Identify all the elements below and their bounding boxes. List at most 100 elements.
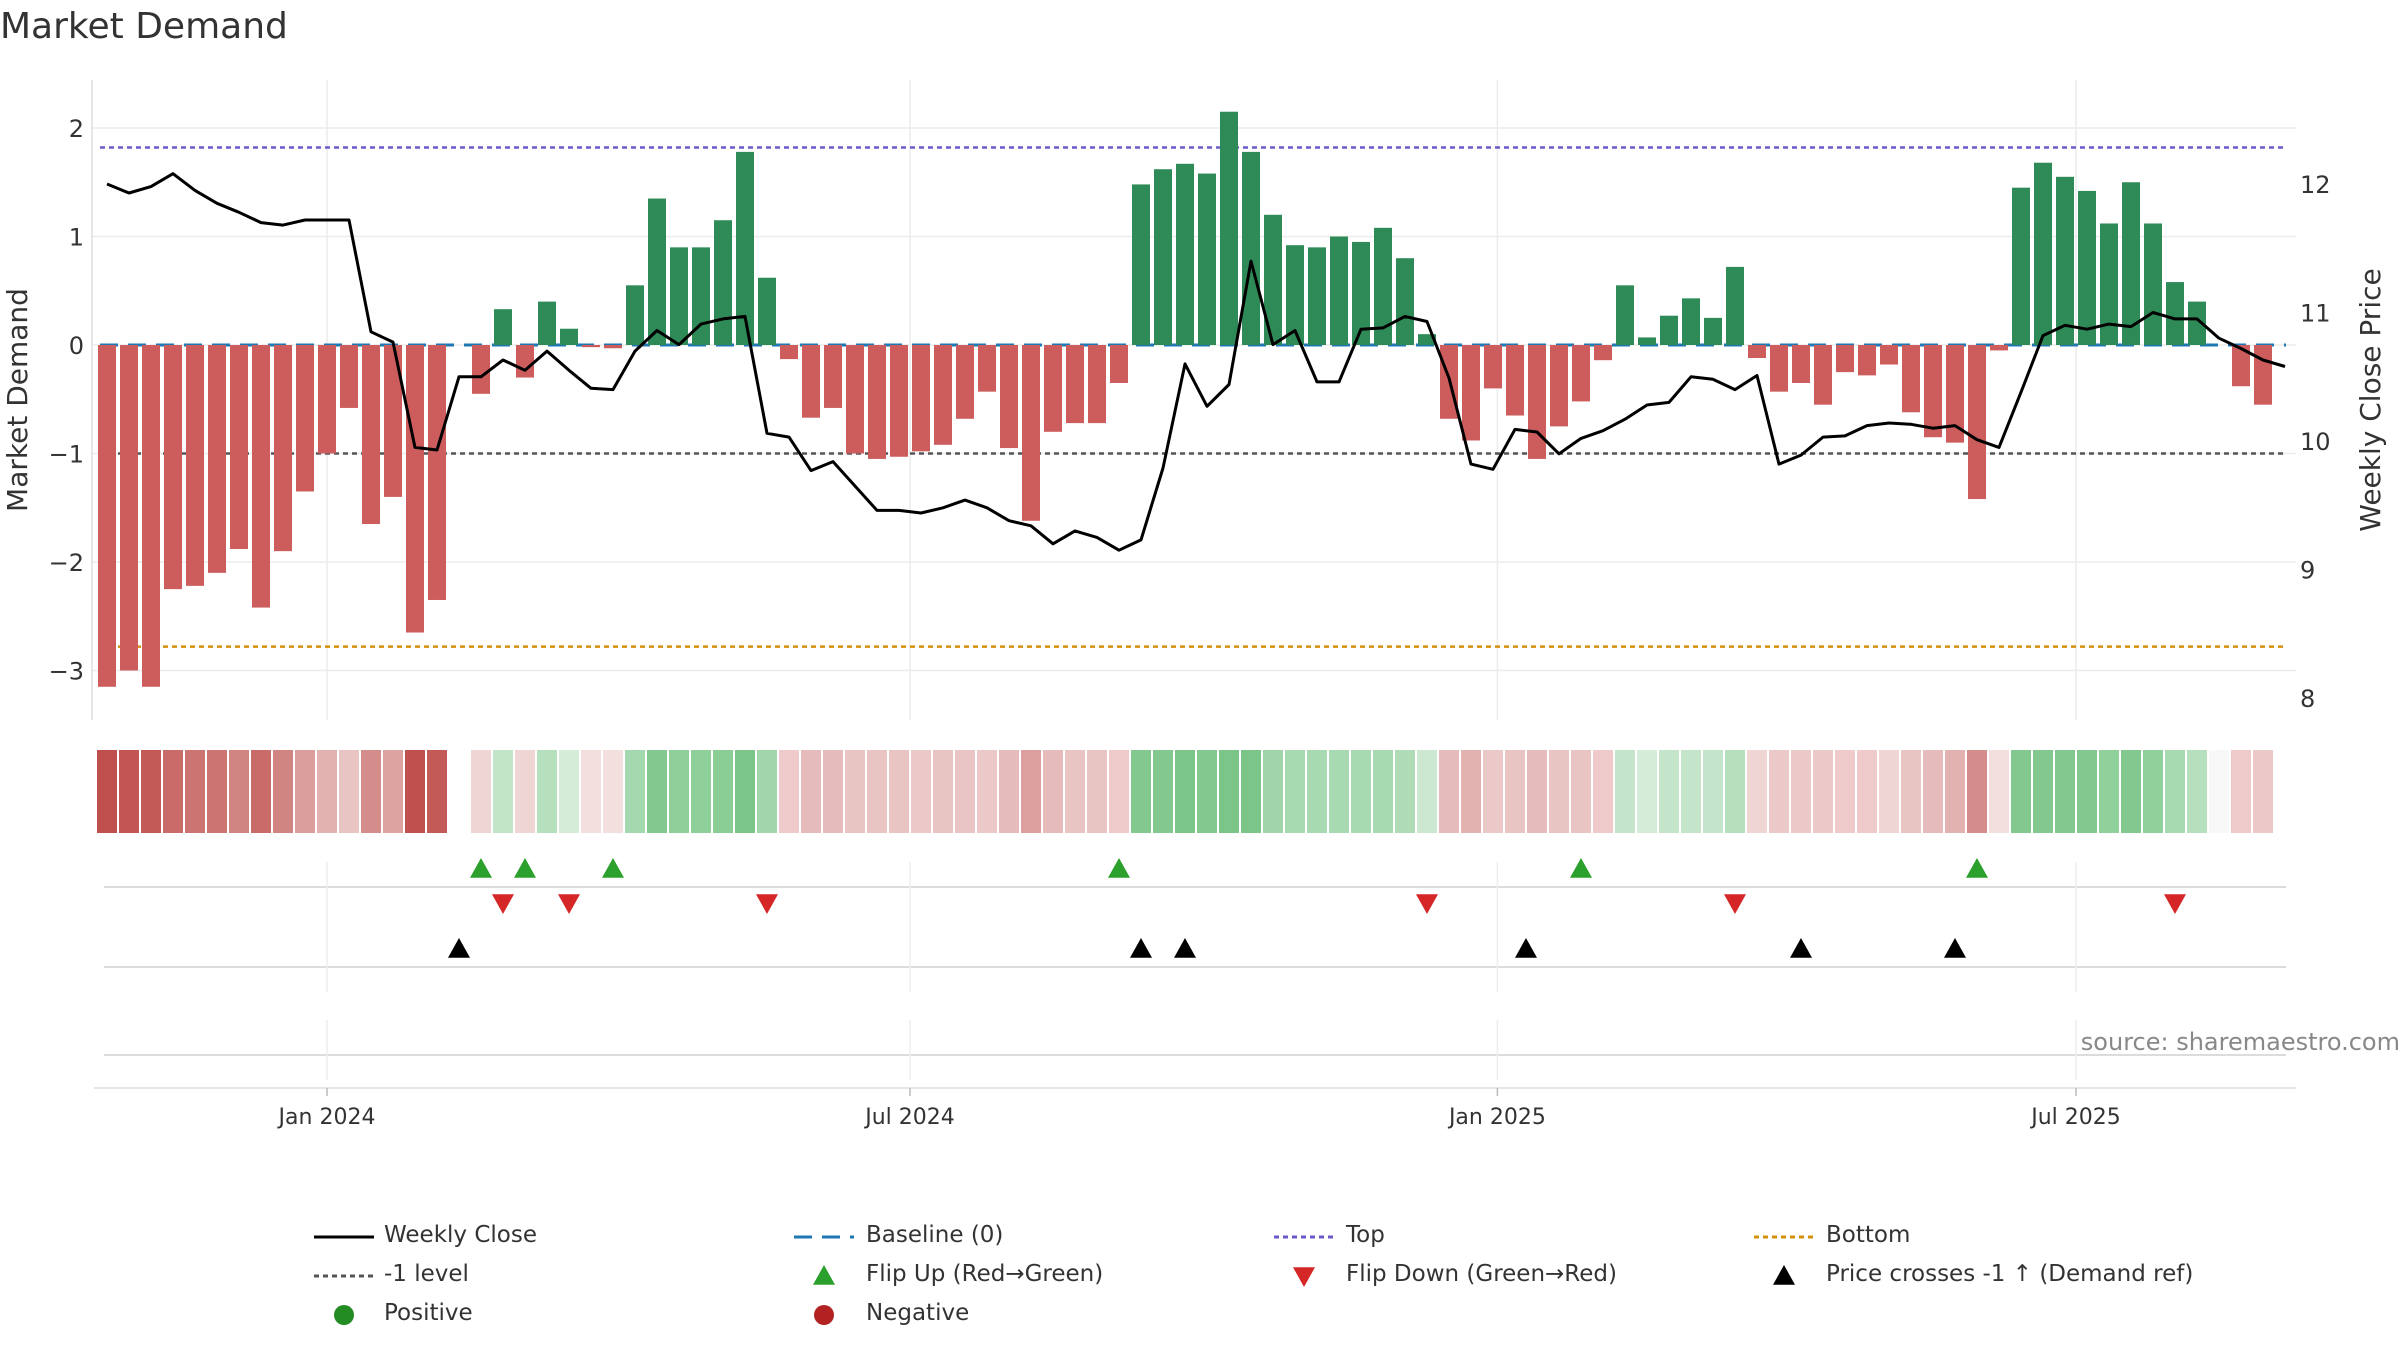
strip-cell-week-39	[955, 750, 975, 833]
strip-cell-week-49	[1175, 750, 1195, 833]
strip-cell-week-48	[1153, 750, 1173, 833]
bar-week-80	[1858, 345, 1876, 376]
strip-cell-week-93	[2143, 750, 2163, 833]
strip-cell-week-12	[361, 750, 381, 833]
bar-week-13	[384, 345, 402, 497]
grid-lines	[91, 80, 2296, 1089]
bar-week-26	[670, 247, 688, 345]
strip-cell-week-41	[999, 750, 1019, 833]
bar-week-25	[648, 198, 666, 345]
bar-week-66	[1550, 345, 1568, 427]
strip-cell-week-89	[2055, 750, 2075, 833]
legend-icon-circle	[334, 1305, 354, 1325]
strip-cell-week-13	[383, 750, 403, 833]
price-cross-marker	[1944, 938, 1966, 958]
bar-week-28	[714, 220, 732, 345]
bar-week-35	[868, 345, 886, 459]
strip-cell-week-23	[603, 750, 623, 833]
flip-up-marker	[470, 858, 492, 878]
bar-week-7	[252, 345, 270, 608]
strip-cell-week-98	[2253, 750, 2273, 833]
y-tick-label: −1	[49, 441, 84, 469]
bar-week-64	[1506, 345, 1524, 416]
bar-week-77	[1792, 345, 1810, 383]
weekly-close-line	[106, 172, 2286, 552]
strip-cell-week-73	[1703, 750, 1723, 833]
bar-week-3	[164, 345, 182, 590]
bar-week-94	[2166, 282, 2184, 345]
bar-week-39	[956, 345, 974, 419]
y-right-tick-label: 10	[2300, 428, 2331, 456]
strip-cell-week-29	[735, 750, 755, 833]
strip-cell-week-85	[1967, 750, 1987, 833]
strip-cell-week-94	[2165, 750, 2185, 833]
bar-week-79	[1836, 345, 1854, 373]
strip-cell-week-40	[977, 750, 997, 833]
bar-week-21	[560, 328, 578, 345]
bar-week-58	[1374, 227, 1392, 345]
bar-week-83	[1924, 345, 1942, 438]
strip-cell-week-21	[559, 750, 579, 833]
y-axis-label: Market Demand	[1, 288, 34, 512]
bar-week-70	[1638, 337, 1656, 345]
bar-week-20	[538, 301, 556, 345]
strip-cell-week-31	[779, 750, 799, 833]
strip-cell-week-52	[1241, 750, 1261, 833]
bar-week-36	[890, 345, 908, 457]
strip-cell-week-91	[2099, 750, 2119, 833]
price-cross-marker	[448, 938, 470, 958]
bar-week-78	[1814, 345, 1832, 405]
bar-week-85	[1968, 345, 1986, 500]
flip-up-marker	[1966, 858, 1988, 878]
bar-week-73	[1704, 317, 1722, 345]
bar-week-48	[1154, 169, 1172, 345]
bar-week-10	[318, 345, 336, 454]
bar-week-74	[1726, 266, 1744, 345]
legend-icon-circle	[814, 1305, 834, 1325]
bar-week-0	[98, 345, 116, 687]
strip-cell-week-54	[1285, 750, 1305, 833]
strip-cell-week-7	[251, 750, 271, 833]
strip-cell-week-38	[933, 750, 953, 833]
bar-week-91	[2100, 223, 2118, 345]
x-tick-label: Jul 2024	[863, 1105, 955, 1130]
strip-cell-week-62	[1461, 750, 1481, 833]
strip-cell-week-2	[141, 750, 161, 833]
strip-cell-week-27	[691, 750, 711, 833]
strip-cell-week-5	[207, 750, 227, 833]
bar-week-51	[1220, 111, 1238, 345]
strip-cell-week-67	[1571, 750, 1591, 833]
bar-week-18	[494, 309, 512, 345]
bar-week-33	[824, 345, 842, 408]
flip-down-marker	[1416, 894, 1438, 914]
strip-cell-week-97	[2231, 750, 2251, 833]
flip-down-marker	[558, 894, 580, 914]
y-right-tick-label: 12	[2300, 171, 2331, 199]
strip-cell-week-6	[229, 750, 249, 833]
bar-week-72	[1682, 298, 1700, 345]
strip-cell-week-10	[317, 750, 337, 833]
y-right-tick-label: 8	[2300, 685, 2315, 713]
bar-week-76	[1770, 345, 1788, 392]
bar-week-8	[274, 345, 292, 552]
strip-cell-week-74	[1725, 750, 1745, 833]
y-right-tick-label: 9	[2300, 557, 2315, 585]
strip-cell-week-22	[581, 750, 601, 833]
bar-week-37	[912, 345, 930, 452]
flip-down-marker	[756, 894, 778, 914]
strip-cell-week-18	[493, 750, 513, 833]
flip-down-marker	[1724, 894, 1746, 914]
strip-cell-week-72	[1681, 750, 1701, 833]
legend-icon-triangle-down	[1293, 1267, 1315, 1287]
strip-cell-week-57	[1351, 750, 1371, 833]
bar-week-40	[978, 345, 996, 392]
x-axis: Jan 2024 Jul 2024 Jan 2025 Jul 2025	[277, 1088, 2121, 1130]
strip-cell-week-60	[1417, 750, 1437, 833]
strip-cell-week-43	[1043, 750, 1063, 833]
strip-cell-week-70	[1637, 750, 1657, 833]
flip-up-marker	[1570, 858, 1592, 878]
bar-week-30	[758, 277, 776, 345]
flip-down-marker	[492, 894, 514, 914]
strip-cell-week-51	[1219, 750, 1239, 833]
